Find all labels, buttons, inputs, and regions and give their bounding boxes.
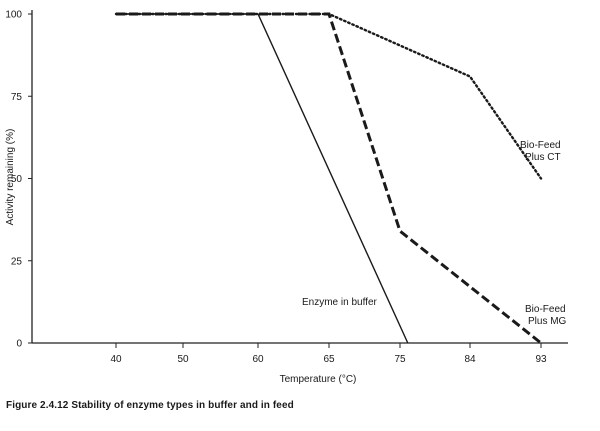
x-tick-label-40: 40 xyxy=(110,354,122,365)
y-tick-label-0: 0 xyxy=(16,339,22,350)
label-bio-feed-mg-line1: Bio-Feed xyxy=(525,304,566,315)
x-axis-title: Temperature (°C) xyxy=(280,374,357,385)
label-bio-feed-ct-line2: Plus CT xyxy=(525,152,561,163)
x-tick-label-60: 60 xyxy=(252,354,264,365)
x-tick-label-84: 84 xyxy=(464,354,476,365)
figure-caption: Figure 2.4.12 Stability of enzyme types … xyxy=(6,400,294,411)
x-tick-label-75: 75 xyxy=(394,354,406,365)
y-tick-label-75: 75 xyxy=(11,92,23,103)
label-bio-feed-ct-line1: Bio-Feed xyxy=(520,140,561,151)
series-line-enzyme-in-buffer xyxy=(116,13,409,344)
y-tick-label-25: 25 xyxy=(11,256,23,267)
label-enzyme-in-buffer: Enzyme in buffer xyxy=(302,297,378,308)
y-tick-label-50: 50 xyxy=(11,174,23,185)
x-tick-label-93: 93 xyxy=(535,354,547,365)
y-axis-title: Activity remaining (%) xyxy=(5,129,16,226)
series xyxy=(114,12,543,345)
x-tick-label-50: 50 xyxy=(177,354,189,365)
label-bio-feed-mg-line2: Plus MG xyxy=(528,316,567,327)
series-line-bio-feed-plus-mg xyxy=(116,12,542,345)
y-tick-label-100: 100 xyxy=(5,10,22,21)
series-line-bio-feed-plus-ct xyxy=(114,12,543,180)
ticks: 40 50 60 65 75 84 93 0 25 50 75 100 xyxy=(5,10,547,366)
x-tick-label-65: 65 xyxy=(323,354,335,365)
